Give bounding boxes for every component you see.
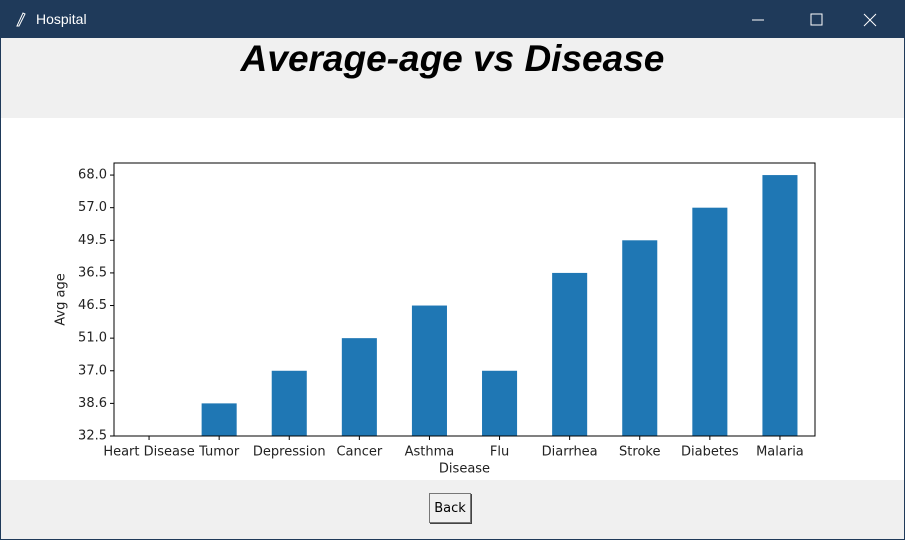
x-tick-label: Tumor <box>198 445 240 460</box>
y-tick-label: 49.5 <box>78 233 107 248</box>
bar <box>552 272 588 436</box>
plot-frame <box>113 162 816 437</box>
x-axis-label: Disease <box>439 462 490 477</box>
x-tick-label: Malaria <box>756 445 804 460</box>
bar <box>411 305 447 436</box>
y-tick-label: 36.5 <box>78 265 107 280</box>
bar <box>482 370 518 436</box>
bar <box>271 370 307 436</box>
y-axis-label: Avg age <box>54 273 69 325</box>
x-tick-label: Diabetes <box>681 445 739 460</box>
title-bar: Hospital <box>1 1 904 38</box>
y-tick-label: 38.6 <box>78 396 107 411</box>
x-tick-label: Flu <box>490 445 509 460</box>
y-tick-label: 51.0 <box>78 331 107 346</box>
bar <box>692 207 728 436</box>
window-title: Hospital <box>36 11 87 27</box>
heading: Average-age vs Disease <box>1 38 904 118</box>
bar <box>201 403 237 436</box>
app-icon <box>16 12 26 27</box>
y-tick-label: 32.5 <box>78 429 107 444</box>
x-tick-label: Stroke <box>619 445 660 460</box>
window-controls[interactable] <box>736 1 886 38</box>
y-tick-label: 46.5 <box>78 298 107 313</box>
footer: Back <box>1 480 904 539</box>
bar <box>762 175 798 436</box>
x-tick-label: Cancer <box>336 445 382 460</box>
x-tick-label: Asthma <box>405 445 455 460</box>
bar <box>622 240 658 436</box>
x-tick-label: Diarrhea <box>542 445 598 460</box>
chart: 32.5 38.6 37.0 51.0 46.5 36.5 49.5 57.0 68.0 Hear… <box>54 162 816 477</box>
x-tick-label: Heart Disease <box>103 445 194 460</box>
y-tick-label: 37.0 <box>78 363 107 378</box>
bar <box>341 338 377 436</box>
y-tick-label: 57.0 <box>78 200 107 215</box>
y-tick-label: 68.0 <box>78 168 107 183</box>
back-button[interactable]: Back <box>429 493 471 523</box>
x-tick-label: Depression <box>253 445 326 460</box>
